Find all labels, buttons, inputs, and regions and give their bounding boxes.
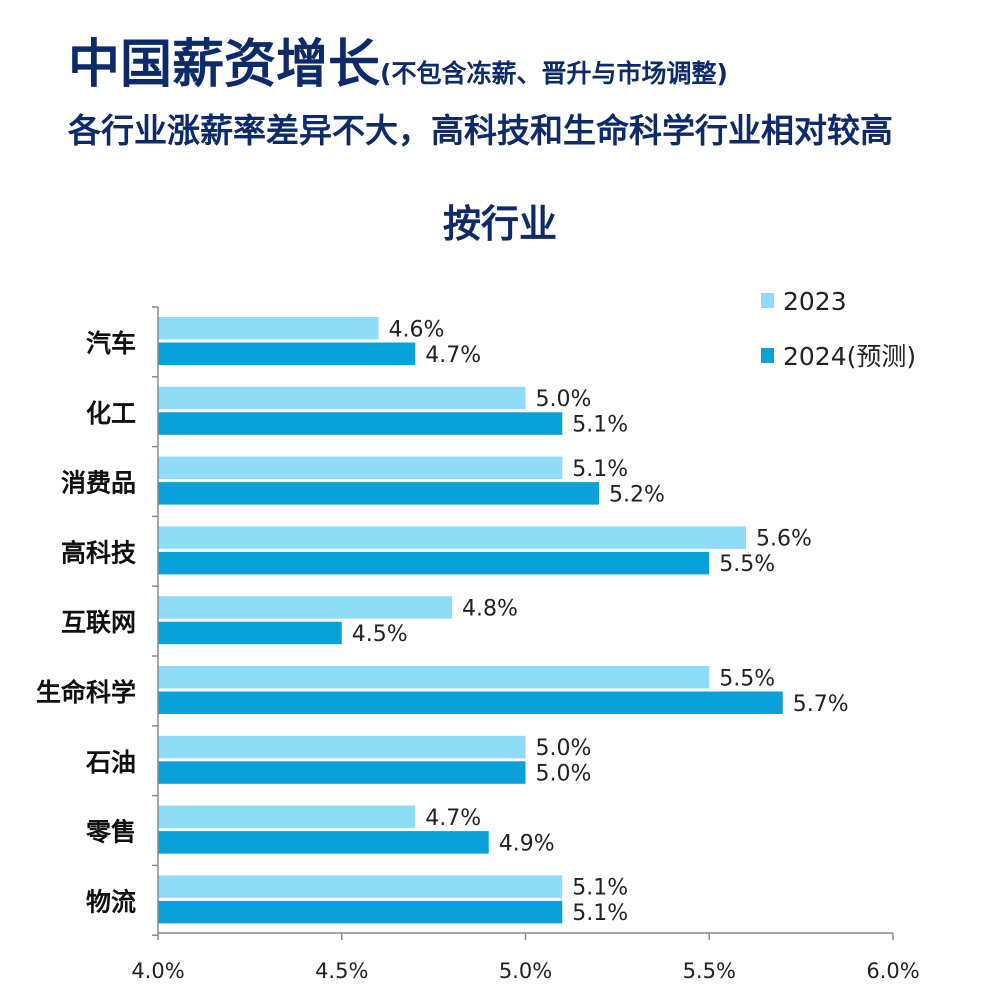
bar-互联网-2023 [158, 596, 452, 619]
bar-生命科学-2023 [158, 666, 710, 689]
category-label-消费品: 消费品 [61, 469, 136, 498]
data-label-生命科学-2023: 5.5% [719, 666, 775, 691]
category-label-互联网: 互联网 [61, 608, 136, 637]
data-label-化工-2024(预测): 5.1% [572, 413, 628, 438]
x-tick-label: 6.0% [866, 959, 919, 983]
category-label-石油: 石油 [85, 748, 136, 777]
data-label-生命科学-2024(预测): 5.7% [793, 692, 849, 717]
data-label-高科技-2024(预测): 5.5% [719, 552, 775, 577]
category-label-物流: 物流 [86, 887, 136, 916]
bar-生命科学-2024(预测) [158, 691, 783, 714]
title-note: (不包含冻薪、晋升与市场调整) [380, 59, 728, 88]
legend-label-2023: 2023 [783, 287, 847, 316]
x-tick-label: 4.5% [315, 959, 368, 983]
category-label-零售: 零售 [85, 818, 136, 847]
bar-化工-2023 [158, 386, 526, 410]
data-label-汽车-2024(预测): 4.7% [425, 343, 481, 368]
legend-swatch-2024(预测) [761, 348, 774, 363]
data-label-物流-2023: 5.1% [572, 876, 628, 901]
category-label-高科技: 高科技 [61, 538, 136, 567]
bar-物流-2024(预测) [158, 900, 563, 924]
bar-零售-2023 [158, 805, 416, 829]
legend-swatch-2023 [761, 293, 774, 308]
bar-汽车-2023 [158, 317, 379, 340]
data-label-互联网-2024(预测): 4.5% [352, 622, 408, 647]
bar-汽车-2024(预测) [158, 342, 416, 365]
data-label-互联网-2023: 4.8% [462, 596, 518, 621]
category-label-生命科学: 生命科学 [36, 678, 136, 707]
data-label-石油-2023: 5.0% [536, 736, 592, 761]
data-label-零售-2023: 4.7% [425, 806, 481, 831]
data-label-石油-2024(预测): 5.0% [536, 762, 592, 787]
category-label-汽车: 汽车 [86, 329, 136, 358]
bar-高科技-2023 [158, 526, 746, 549]
bar-消费品-2023 [158, 456, 563, 480]
bar-物流-2023 [158, 875, 563, 898]
bar-石油-2023 [158, 735, 526, 759]
x-tick-label: 4.0% [131, 959, 184, 983]
bar-消费品-2024(预测) [158, 482, 599, 505]
data-label-物流-2024(预测): 5.1% [572, 901, 628, 926]
data-label-汽车-2023: 4.6% [389, 317, 445, 342]
bar-零售-2024(预测) [158, 831, 489, 854]
x-tick-label: 5.5% [683, 959, 736, 983]
legend-label-2024(预测): 2024(预测) [783, 342, 916, 371]
category-label-化工: 化工 [86, 399, 136, 428]
bar-化工-2024(预测) [158, 412, 563, 435]
page-subtitle: 各行业涨薪率差异不大，高科技和生命科学行业相对较高 [68, 111, 893, 150]
data-label-高科技-2023: 5.6% [756, 527, 812, 552]
page-title: 中国薪资增长(不包含冻薪、晋升与市场调整) [68, 22, 728, 97]
x-tick-label: 5.0% [499, 959, 552, 983]
bar-互联网-2024(预测) [158, 621, 342, 645]
data-label-零售-2024(预测): 4.9% [499, 831, 555, 856]
data-label-消费品-2023: 5.1% [572, 457, 628, 482]
data-label-化工-2023: 5.0% [536, 387, 592, 412]
bar-石油-2024(预测) [158, 761, 526, 784]
chart-title: 按行业 [442, 202, 557, 246]
title-main: 中国薪资增长 [68, 35, 381, 95]
bar-高科技-2024(预测) [158, 551, 710, 575]
data-label-消费品-2024(预测): 5.2% [609, 482, 665, 507]
